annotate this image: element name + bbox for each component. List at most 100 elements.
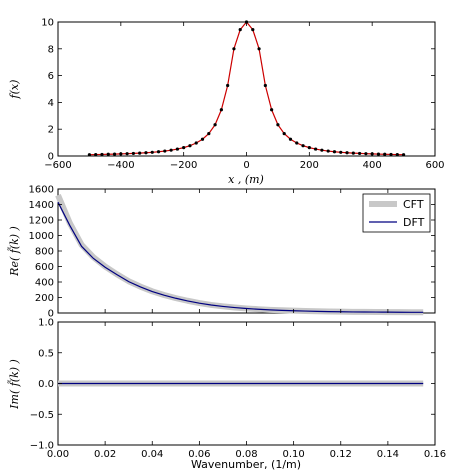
fx-data-point [94, 152, 98, 157]
fx-data-point [144, 151, 148, 155]
fx-y-ticks: 0 2 4 6 8 10 [41, 18, 435, 163]
fx-data-point [125, 152, 129, 156]
dft-real-line [57, 201, 424, 313]
fx-data-point [270, 108, 274, 112]
fx-y-tick-label: 2 [48, 125, 54, 136]
panel-real-part: 0 200 400 600 800 1000 1200 1400 1600 Re( f̃(k) … [8, 185, 436, 320]
fx-data-point [251, 28, 255, 32]
imag-x-tick-label: 0.06 [188, 449, 210, 460]
fx-data-point [194, 141, 198, 145]
fx-data-point [226, 83, 230, 88]
fx-data-point [263, 83, 267, 88]
fx-data-point [87, 153, 92, 157]
fx-y-tick-label: 10 [41, 18, 54, 29]
fx-data-point [207, 132, 211, 136]
fx-x-axis-label: x , (m) [228, 173, 264, 186]
fx-data-point [320, 148, 324, 152]
fx-data-point [326, 149, 330, 153]
imag-x-tick-label: 0.04 [141, 449, 163, 460]
fx-data-point [383, 152, 387, 156]
imag-y-tick-label: −0.5 [30, 410, 54, 421]
fx-data-point [301, 144, 305, 148]
imag-x-tick-label: 0.00 [47, 449, 69, 460]
fx-data-point [332, 150, 337, 154]
real-y-tick-label: 1600 [29, 185, 54, 196]
fx-data-point [376, 152, 381, 156]
legend-box [362, 193, 431, 233]
fx-data-point [257, 47, 261, 51]
fx-data-point [364, 152, 368, 156]
fx-data-point [232, 47, 236, 51]
fx-y-tick-label: 8 [48, 44, 54, 55]
imag-y-tick-label: 0.0 [38, 379, 54, 390]
fx-x-ticks: −600 −400 −200 0 200 400 600 [44, 22, 445, 171]
fx-data-point [131, 151, 135, 156]
fx-data-point [295, 141, 299, 145]
fx-data-point [351, 151, 355, 155]
fx-x-tick-label: 400 [363, 160, 382, 171]
fx-data-point [182, 146, 186, 150]
fx-x-tick-label: 200 [300, 160, 319, 171]
real-y-tick-label: 800 [35, 247, 54, 258]
fx-data-point [288, 137, 293, 141]
fx-x-tick-label: 600 [425, 160, 444, 171]
real-y-tick-label: 400 [35, 278, 54, 289]
real-y-tick-label: 600 [35, 262, 54, 273]
fx-data-point [345, 151, 349, 155]
real-x-ticks [57, 189, 436, 313]
fx-data-point [163, 149, 167, 153]
fx-data-point [307, 146, 311, 150]
fx-x-tick-label: 0 [243, 160, 249, 171]
real-y-ticks: 0 200 400 600 800 1000 1200 1400 1600 [29, 185, 435, 320]
fx-data-point [358, 151, 362, 156]
fx-data-point [401, 153, 406, 157]
fx-data-point [175, 147, 179, 151]
fx-data-point [200, 137, 205, 141]
imag-y-tick-label: −1.0 [30, 441, 54, 452]
fx-data-point [188, 144, 192, 148]
legend-label-dft: DFT [403, 216, 425, 229]
fx-data-point [213, 123, 217, 127]
panel-imag-part: 0.00 0.02 0.04 0.06 0.08 0.10 0.12 0.14 0.16 −1.… [8, 318, 447, 472]
imag-x-tick-label: 0.16 [424, 449, 446, 460]
fx-data-point [219, 108, 223, 112]
fx-data-point [395, 152, 399, 157]
fx-data-point [389, 152, 393, 157]
imag-x-tick-label: 0.02 [94, 449, 116, 460]
fx-data-point [238, 28, 242, 32]
imag-x-tick-label: 0.14 [377, 449, 399, 460]
fx-y-axis-label: f(x) [8, 80, 21, 100]
fx-x-tick-label: −400 [107, 160, 134, 171]
imag-x-ticks: 0.00 0.02 0.04 0.06 0.08 0.10 0.12 0.14 0.16 [47, 322, 446, 460]
imag-y-ticks: −1.0 −0.5 0.0 0.5 1.0 [30, 318, 435, 452]
legend-label-cft: CFT [403, 198, 424, 211]
real-y-tick-label: 1200 [29, 216, 54, 227]
panel-fx: −600 −400 −200 0 200 400 600 0 2 4 6 8 10 x , (m) f… [8, 18, 445, 187]
fx-data-point [282, 132, 286, 136]
imag-x-tick-label: 0.10 [282, 449, 304, 460]
fx-data-point [314, 147, 318, 151]
fx-y-tick-label: 4 [48, 98, 54, 109]
imag-x-tick-label: 0.08 [235, 449, 257, 460]
imag-y-axis-label: Im( f̃(k) ) [8, 359, 21, 410]
legend: CFT DFT [362, 193, 431, 233]
fx-data-point [100, 152, 104, 157]
fx-data-point [138, 151, 142, 155]
axes-frame-top [57, 21, 436, 157]
imag-y-tick-label: 0.5 [38, 348, 54, 359]
real-y-tick-label: 1400 [29, 200, 54, 211]
fx-data-point [339, 150, 343, 154]
fx-x-tick-label: −600 [44, 160, 71, 171]
fx-y-tick-label: 0 [48, 152, 54, 163]
fx-series-markers [87, 20, 406, 157]
real-y-tick-label: 200 [35, 293, 54, 304]
imag-x-axis-label: Wavenumber, (1/m) [191, 458, 301, 471]
real-y-tick-label: 1000 [29, 231, 54, 242]
real-y-axis-label: Re( f̃(k) ) [8, 226, 21, 277]
real-y-tick-label: 0 [48, 309, 54, 320]
fx-data-point [156, 150, 161, 154]
fx-data-point [169, 148, 173, 152]
fx-x-tick-label: −200 [170, 160, 197, 171]
fx-data-point [150, 150, 154, 154]
